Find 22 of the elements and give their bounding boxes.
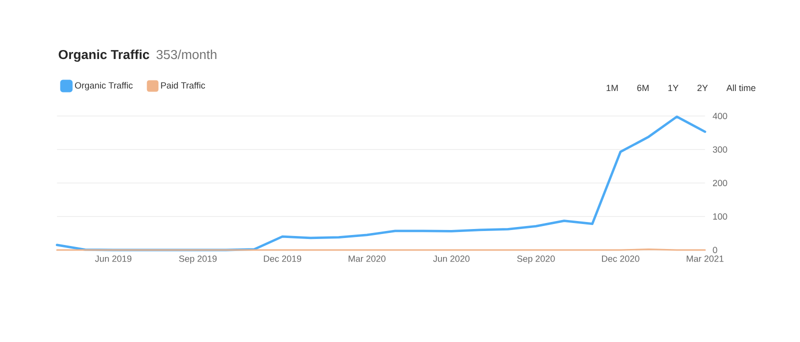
text: 2Y	[698, 84, 708, 91]
x-tick-label: Mar 2020	[348, 256, 386, 262]
x-tick-label: Jun 2019	[95, 256, 132, 262]
y-tick-label: 100	[713, 213, 728, 220]
y-tick-label: 300	[712, 146, 728, 153]
text: 1Y	[668, 84, 678, 91]
legend-label: Organic Traffic	[75, 82, 133, 90]
chart-subtitle: 353/month	[156, 50, 216, 60]
x-tick-label: Mar 2021	[686, 256, 724, 262]
text: All time	[726, 84, 756, 92]
text: 6M	[637, 84, 649, 92]
x-tick-label: Sep 2019	[179, 256, 217, 264]
y-tick-label: 200	[712, 180, 728, 186]
chart-title: Organic Traffic	[58, 50, 150, 62]
x-tick-label: Jun 2020	[433, 256, 470, 262]
legend-label: Paid Traffic	[161, 82, 206, 89]
text: 1M	[606, 84, 618, 91]
x-tick-label: Sep 2020	[517, 256, 555, 264]
y-tick-label: 400	[712, 112, 728, 120]
x-tick-label: Dec 2019	[264, 256, 302, 262]
y-tick-label: 0	[712, 246, 718, 254]
x-tick-label: Dec 2020	[602, 256, 640, 262]
